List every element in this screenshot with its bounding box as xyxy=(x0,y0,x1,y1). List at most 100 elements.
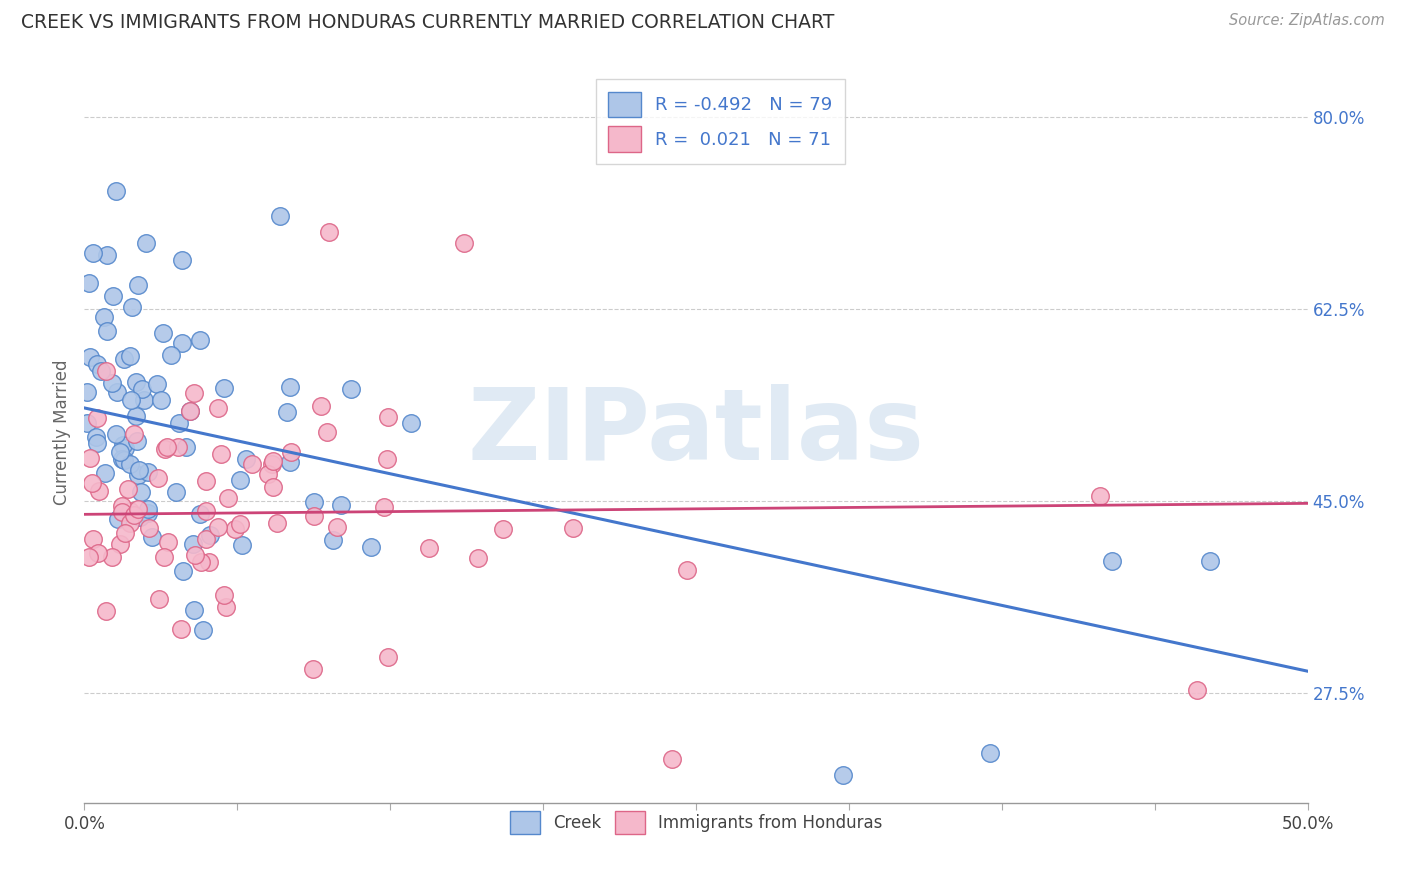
Point xyxy=(101,549,124,564)
Point xyxy=(112,438,135,452)
Point xyxy=(467,551,489,566)
Point xyxy=(101,376,124,390)
Point xyxy=(326,520,349,534)
Point xyxy=(276,405,298,419)
Point xyxy=(127,278,149,293)
Point xyxy=(127,467,149,482)
Point xyxy=(86,430,108,444)
Point xyxy=(146,470,169,484)
Point xyxy=(262,454,284,468)
Point xyxy=(181,537,204,551)
Point xyxy=(260,457,283,471)
Point xyxy=(82,245,104,260)
Point xyxy=(257,467,280,481)
Point xyxy=(111,451,134,466)
Point xyxy=(138,521,160,535)
Point xyxy=(212,588,235,602)
Point xyxy=(146,376,169,391)
Point xyxy=(89,483,111,498)
Point xyxy=(124,508,146,523)
Point xyxy=(148,592,170,607)
Point xyxy=(131,382,153,396)
Point xyxy=(82,532,104,546)
Point xyxy=(195,533,218,547)
Point xyxy=(86,357,108,371)
Legend: Creek, Immigrants from Honduras: Creek, Immigrants from Honduras xyxy=(502,802,890,843)
Point xyxy=(141,530,163,544)
Point xyxy=(831,768,853,782)
Point xyxy=(278,455,301,469)
Point xyxy=(76,384,98,399)
Point xyxy=(193,624,215,638)
Point xyxy=(207,520,229,534)
Point xyxy=(1198,554,1220,568)
Point xyxy=(453,236,475,251)
Point xyxy=(136,465,159,479)
Point xyxy=(375,452,398,467)
Point xyxy=(280,445,302,459)
Text: CREEK VS IMMIGRANTS FROM HONDURAS CURRENTLY MARRIED CORRELATION CHART: CREEK VS IMMIGRANTS FROM HONDURAS CURREN… xyxy=(21,13,835,32)
Point xyxy=(128,463,150,477)
Point xyxy=(301,662,323,676)
Point xyxy=(377,649,399,664)
Point xyxy=(302,495,325,509)
Point xyxy=(309,399,332,413)
Point xyxy=(125,409,148,423)
Point xyxy=(179,404,201,418)
Point xyxy=(135,236,157,251)
Point xyxy=(240,457,263,471)
Point xyxy=(209,447,232,461)
Point xyxy=(108,537,131,551)
Point xyxy=(224,522,246,536)
Point xyxy=(132,392,155,407)
Point xyxy=(90,364,112,378)
Point xyxy=(302,509,325,524)
Point xyxy=(150,392,173,407)
Point xyxy=(86,436,108,450)
Point xyxy=(94,364,117,378)
Point xyxy=(118,349,141,363)
Point xyxy=(1088,489,1111,503)
Point xyxy=(198,555,221,569)
Point xyxy=(561,521,583,535)
Point xyxy=(661,752,683,766)
Point xyxy=(373,500,395,514)
Y-axis label: Currently Married: Currently Married xyxy=(53,359,72,506)
Point xyxy=(195,474,218,488)
Point xyxy=(127,501,149,516)
Point xyxy=(190,555,212,569)
Point xyxy=(165,484,187,499)
Point xyxy=(79,351,101,365)
Point xyxy=(77,276,100,290)
Point xyxy=(1101,554,1123,568)
Point xyxy=(278,379,301,393)
Point xyxy=(152,326,174,341)
Point xyxy=(120,392,142,407)
Point xyxy=(418,541,440,555)
Point xyxy=(131,485,153,500)
Point xyxy=(82,476,104,491)
Point xyxy=(94,466,117,480)
Point xyxy=(77,549,100,564)
Point xyxy=(156,440,179,454)
Point xyxy=(229,473,252,487)
Point xyxy=(266,516,288,530)
Point xyxy=(111,499,134,513)
Point xyxy=(492,522,515,536)
Point xyxy=(136,502,159,516)
Point xyxy=(170,336,193,351)
Point xyxy=(120,516,142,530)
Point xyxy=(229,516,252,531)
Point xyxy=(103,289,125,303)
Point xyxy=(152,549,174,564)
Point xyxy=(125,434,148,448)
Point xyxy=(212,381,235,395)
Point xyxy=(215,599,238,614)
Point xyxy=(360,540,382,554)
Point xyxy=(1187,682,1209,697)
Point xyxy=(183,603,205,617)
Point xyxy=(377,410,399,425)
Point xyxy=(979,747,1001,761)
Point xyxy=(86,410,108,425)
Point xyxy=(114,441,136,455)
